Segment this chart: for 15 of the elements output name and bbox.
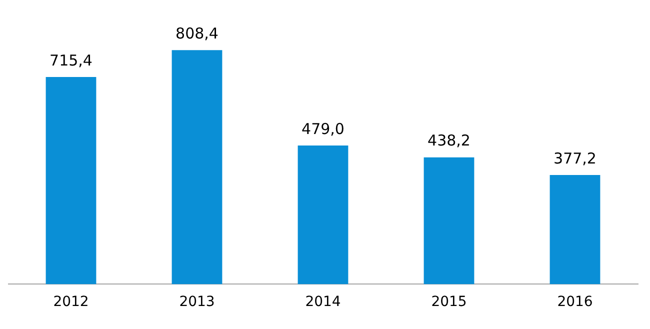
data-label: 479,0 <box>302 120 344 138</box>
x-tick-label: 2014 <box>305 294 341 310</box>
bar <box>46 77 96 284</box>
x-tick-label: 2012 <box>53 294 89 310</box>
data-label: 715,4 <box>50 51 92 70</box>
data-label: 438,2 <box>428 132 470 150</box>
bar <box>424 157 474 284</box>
bar <box>550 174 600 284</box>
x-tick-label: 2013 <box>179 294 215 310</box>
data-label: 808,4 <box>176 24 218 43</box>
x-tick-label: 2016 <box>557 294 593 310</box>
x-tick-label: 2015 <box>431 294 467 310</box>
bar <box>298 146 348 284</box>
bar <box>172 50 222 284</box>
data-label: 377,2 <box>554 149 596 168</box>
